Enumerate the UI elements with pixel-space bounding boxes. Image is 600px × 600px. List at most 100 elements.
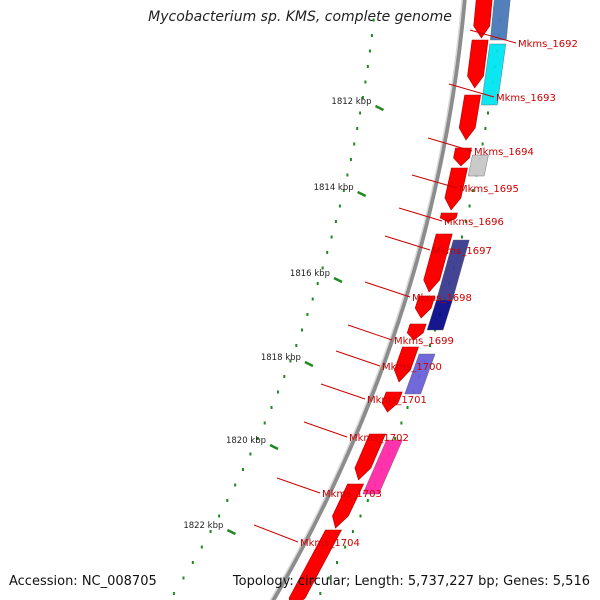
- ruler-tick: [226, 528, 236, 536]
- cds-arrow: [394, 346, 419, 383]
- ruler-dot: [356, 127, 359, 130]
- ruler-dot: [226, 499, 229, 502]
- gene-label: Mkms_1703: [322, 489, 382, 500]
- gene-leader-line: [276, 477, 321, 494]
- gene-label: Mkms_1704: [300, 538, 360, 549]
- feature-block-gray: [467, 154, 489, 177]
- gene-leader-line: [398, 207, 443, 222]
- ruler-dot: [234, 483, 237, 487]
- gene-track-dot: [484, 127, 487, 130]
- gene-label: Mkms_1693: [496, 93, 556, 104]
- ruler-label: 1812 kbp: [331, 97, 371, 107]
- backbone-highlight: [269, 0, 463, 600]
- gene-track-dot: [344, 545, 347, 549]
- ruler-dot: [263, 421, 266, 425]
- gene-leader-line: [347, 324, 393, 341]
- cds-arrow: [414, 295, 436, 319]
- ruler-dot: [361, 96, 364, 99]
- ruler-dot: [218, 514, 221, 518]
- cds-arrow: [288, 529, 343, 600]
- genome-backbone: [269, 0, 467, 600]
- ruler-dot: [182, 576, 185, 580]
- gene-track-dot: [351, 530, 354, 533]
- ruler-label: 1816 kbp: [290, 269, 330, 279]
- gene-leader-line: [384, 235, 431, 251]
- feature-block-pink: [362, 439, 403, 495]
- ruler-dot: [209, 530, 212, 533]
- ruler-dot: [370, 34, 373, 37]
- ruler-dot: [346, 173, 349, 177]
- ruler-tick: [269, 443, 279, 451]
- gene-track-dot: [319, 592, 322, 595]
- gene-track-dot: [336, 561, 338, 564]
- gene-track-dot: [400, 421, 403, 425]
- gene-track-dot: [366, 499, 369, 502]
- ruler-dot: [270, 406, 273, 409]
- ruler-ticks: 1812 kbp 1814 kbp 1816 kbp 1818 kbp 1820 kbp…: [183, 97, 385, 536]
- ruler-dot: [256, 437, 259, 440]
- ruler-dot: [364, 80, 367, 84]
- gene-track-dot: [327, 576, 330, 580]
- ruler-tick: [357, 190, 367, 198]
- gene-leader-line: [469, 29, 517, 44]
- ruler-dot: [306, 313, 309, 316]
- ruler-dot: [326, 251, 329, 254]
- map-title: Mycobacterium sp. KMS, complete genome: [148, 9, 452, 25]
- gene-leader-line: [427, 137, 473, 152]
- gene-track-dot: [464, 220, 467, 223]
- ruler-label: 1820 kbp: [226, 436, 266, 446]
- accession-label: Accession: NC_008705: [9, 574, 157, 589]
- gene-label: Mkms_1695: [459, 184, 519, 195]
- gene-label: Mkms_1694: [474, 147, 534, 158]
- ruler-dot: [372, 18, 375, 22]
- gene-track-dot: [481, 142, 484, 146]
- gene-track-dot: [406, 406, 409, 409]
- feature-block-violet: [404, 353, 436, 395]
- ruler-dot: [316, 282, 319, 285]
- cds-arrow: [467, 39, 489, 89]
- ruler-tick: [374, 104, 385, 112]
- cds-arrow: [332, 483, 365, 529]
- gene-track-dot: [468, 204, 471, 208]
- gene-leader-line: [335, 350, 381, 367]
- ruler-dot: [295, 344, 298, 347]
- ruler-dot: [311, 297, 314, 301]
- cds-arrow: [423, 233, 453, 293]
- gene-label: Mkms_1699: [394, 336, 454, 347]
- ruler-dot: [283, 375, 286, 378]
- gene-label: Mkms_1696: [444, 217, 504, 228]
- cds-arrow: [458, 94, 482, 141]
- gene-leader-line: [364, 281, 411, 298]
- ruler-dot: [191, 561, 194, 564]
- ruler-tick: [333, 276, 343, 284]
- gene-track-dot: [359, 514, 362, 518]
- gene-label: Mkms_1698: [412, 293, 472, 304]
- ruler-dot: [353, 142, 356, 146]
- ruler-dot: [249, 452, 252, 456]
- gene-track-dot: [461, 235, 463, 239]
- gene-track-dot: [472, 189, 475, 192]
- gene-label: Mkms_1692: [518, 39, 578, 50]
- cds-arrow: [354, 433, 386, 481]
- gene-track-dot: [487, 111, 489, 115]
- gene-label: Mkms_1702: [349, 433, 409, 444]
- gene-label: Mkms_1700: [382, 362, 442, 373]
- ruler-dot: [334, 220, 337, 223]
- ruler-label: 1822 kbp: [183, 521, 223, 531]
- cds-arrow: [406, 323, 427, 341]
- cds-arrow: [444, 167, 468, 211]
- ruler-label: 1814 kbp: [314, 183, 354, 193]
- gene-leader-line: [411, 174, 458, 189]
- gene-leader-line: [253, 524, 299, 543]
- cds-arrow: [453, 147, 472, 167]
- ruler-dot: [289, 359, 292, 363]
- ruler-dot: [321, 266, 324, 270]
- ruler-dot: [342, 189, 345, 192]
- ruler-tick: [304, 360, 314, 368]
- backbone-outer: [269, 0, 467, 600]
- ruler-dot: [200, 545, 203, 549]
- gene-leader-line: [448, 83, 495, 98]
- ruler-dot: [242, 468, 244, 471]
- ruler-dot: [277, 390, 279, 394]
